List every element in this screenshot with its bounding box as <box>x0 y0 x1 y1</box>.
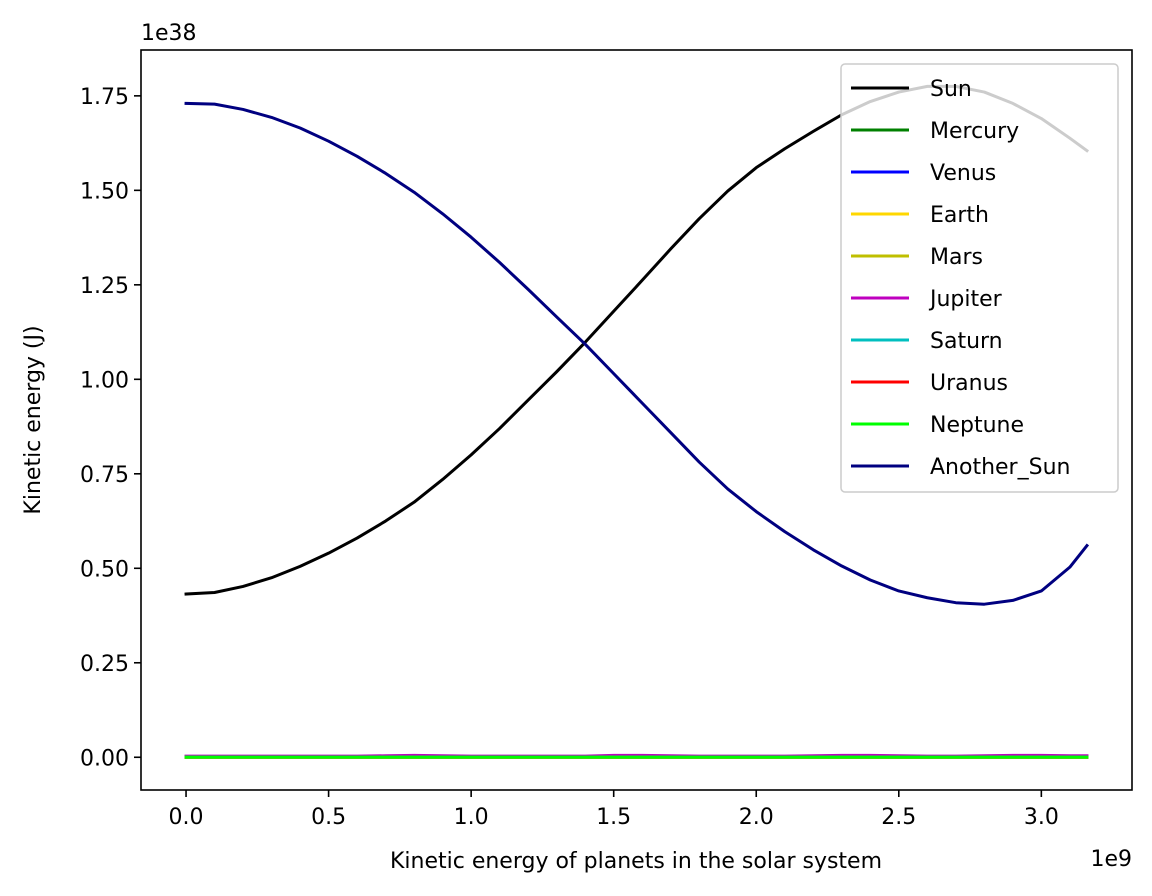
x-tick-label: 0.5 <box>311 805 346 830</box>
x-axis-label: Kinetic energy of planets in the solar s… <box>390 849 882 874</box>
legend-box <box>840 63 1119 493</box>
y-tick-label: 1.00 <box>80 368 129 393</box>
y-tick-label: 0.25 <box>80 652 129 677</box>
legend-label-mercury: Mercury <box>930 119 1019 144</box>
legend-label-saturn: Saturn <box>930 329 1003 354</box>
legend-label-sun: Sun <box>930 77 972 102</box>
y-tick-label: 1.50 <box>80 179 129 204</box>
x-tick-label: 1.5 <box>596 805 631 830</box>
y-tick-label: 0.75 <box>80 463 129 488</box>
series-layer <box>184 84 1090 759</box>
legend-label-venus: Venus <box>930 161 996 186</box>
x-axis-offset-label: 1e9 <box>1090 847 1132 872</box>
y-tick-label: 0.50 <box>80 557 129 582</box>
series-line-another-sun <box>184 101 1090 606</box>
y-axis-offset-label: 1e38 <box>141 21 197 46</box>
legend-label-neptune: Neptune <box>930 413 1024 438</box>
y-tick-label: 1.25 <box>80 274 129 299</box>
x-axis-ticks: 0.0 0.5 1.0 1.5 2.0 2.5 3.0 <box>169 790 1059 830</box>
legend-entries: Sun Mercury Venus Earth Mars Jupiter Saturn Ura… <box>851 77 1070 480</box>
y-tick-label: 0.00 <box>80 746 129 771</box>
x-tick-label: 3.0 <box>1024 805 1059 830</box>
legend: Sun Mercury Venus Earth Mars Jupiter Saturn Ura… <box>840 63 1119 493</box>
axes-frame <box>140 49 1133 791</box>
x-tick-label: 0.0 <box>169 805 204 830</box>
x-tick-label: 2.0 <box>739 805 774 830</box>
legend-label-uranus: Uranus <box>930 371 1008 396</box>
legend-label-jupiter: Jupiter <box>928 287 1003 312</box>
legend-label-earth: Earth <box>930 203 989 228</box>
y-tick-label: 1.75 <box>80 85 129 110</box>
y-axis-ticks: 0.00 0.25 0.50 0.75 1.00 1.25 1.50 1.75 <box>80 85 141 771</box>
x-tick-label: 2.5 <box>881 805 916 830</box>
legend-label-another-sun: Another_Sun <box>930 455 1070 480</box>
y-axis-label: Kinetic energy (J) <box>21 325 46 514</box>
legend-label-mars: Mars <box>930 245 983 270</box>
x-tick-label: 1.0 <box>454 805 489 830</box>
